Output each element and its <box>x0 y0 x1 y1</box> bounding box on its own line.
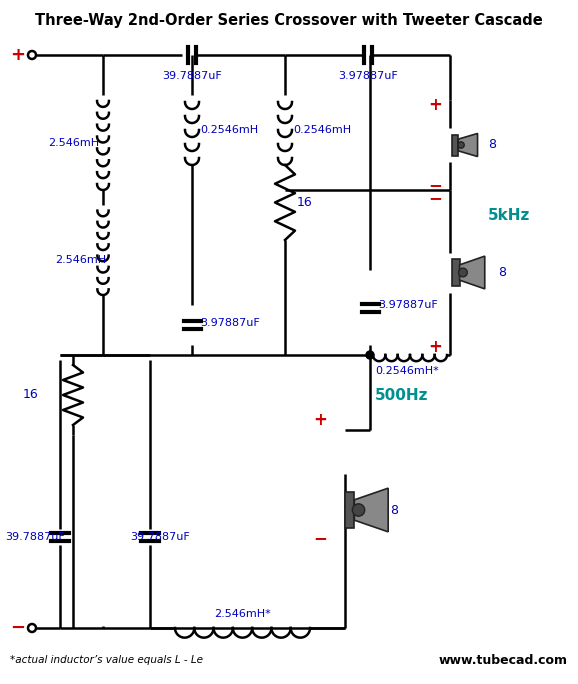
Text: 3.97887uF: 3.97887uF <box>338 71 398 81</box>
Bar <box>452 135 458 155</box>
Text: 0.2546mH: 0.2546mH <box>293 125 351 135</box>
Text: www.tubecad.com: www.tubecad.com <box>439 653 568 666</box>
Text: 8: 8 <box>488 138 496 151</box>
Text: 2.546mH: 2.546mH <box>48 137 99 148</box>
Bar <box>452 259 460 286</box>
Text: 2.546mH: 2.546mH <box>55 255 106 265</box>
Text: Three-Way 2nd-Order Series Crossover with Tweeter Cascade: Three-Way 2nd-Order Series Crossover wit… <box>35 12 543 27</box>
Text: +: + <box>428 96 442 114</box>
Text: 8: 8 <box>390 503 398 516</box>
Polygon shape <box>354 488 388 532</box>
Text: −: − <box>428 189 442 207</box>
Text: 2.546mH*: 2.546mH* <box>214 609 271 619</box>
Circle shape <box>28 51 36 59</box>
Circle shape <box>458 268 467 277</box>
Text: 0.2546mH: 0.2546mH <box>200 125 258 135</box>
Circle shape <box>353 504 365 516</box>
Text: 16: 16 <box>23 389 39 402</box>
Text: +: + <box>10 46 25 64</box>
Text: 39.7887uF: 39.7887uF <box>162 71 222 81</box>
Text: 8: 8 <box>498 266 506 279</box>
Polygon shape <box>458 133 477 157</box>
Text: 16: 16 <box>297 196 313 209</box>
Text: 39.7887uF: 39.7887uF <box>130 532 190 542</box>
Circle shape <box>28 624 36 632</box>
Text: 3.97887uF: 3.97887uF <box>200 318 260 328</box>
Text: −: − <box>10 619 25 637</box>
Circle shape <box>458 142 464 148</box>
Text: 0.2546mH*: 0.2546mH* <box>375 366 439 376</box>
Circle shape <box>366 351 374 359</box>
Polygon shape <box>460 256 485 289</box>
Text: *actual inductor’s value equals L - Le: *actual inductor’s value equals L - Le <box>10 655 203 665</box>
Text: 500Hz: 500Hz <box>375 388 428 402</box>
Text: 3.97887uF: 3.97887uF <box>378 300 438 311</box>
Text: −: − <box>428 176 442 194</box>
Text: −: − <box>313 529 327 547</box>
Text: 5kHz: 5kHz <box>488 207 531 222</box>
Text: +: + <box>313 411 327 429</box>
Bar <box>345 492 354 528</box>
Text: 39.7887uF: 39.7887uF <box>5 532 65 542</box>
Text: +: + <box>428 338 442 356</box>
